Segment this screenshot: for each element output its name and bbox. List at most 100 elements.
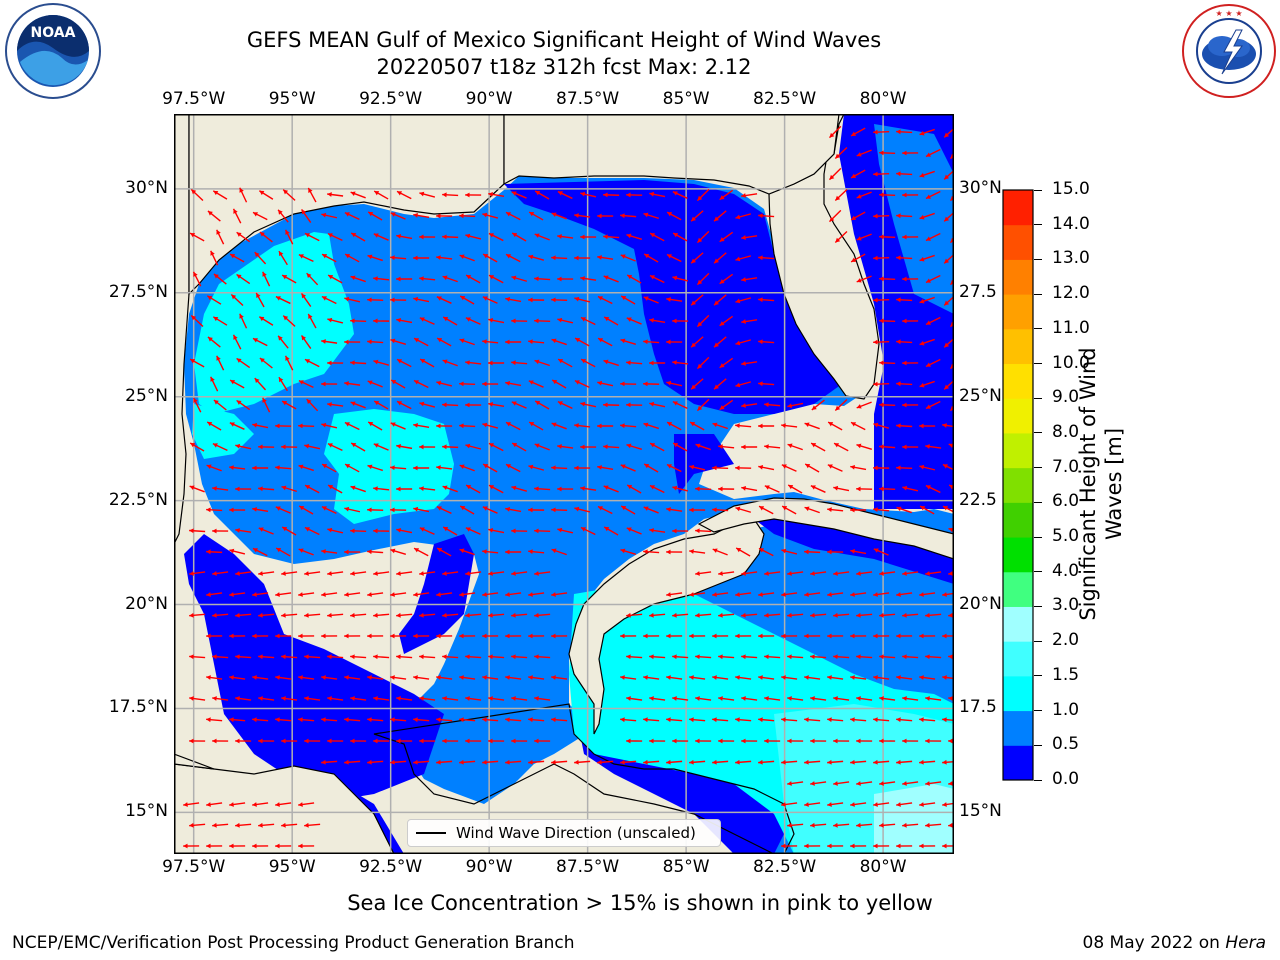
wave-direction-arrow [833,612,850,618]
wave-direction-arrow [804,633,821,639]
wave-direction-arrow [232,334,242,350]
wave-direction-arrow [396,654,413,660]
wave-direction-arrow [856,191,872,199]
wave-direction-arrow [327,274,343,284]
wave-direction-arrow [511,360,528,366]
wave-direction-arrow [442,612,459,618]
wave-direction-arrow [373,571,390,576]
wave-direction-arrow [258,612,275,618]
wave-direction-arrow [367,507,384,513]
wave-direction-arrow [396,527,413,534]
wave-direction-arrow [551,297,568,303]
wave-direction-arrow [597,255,614,260]
colorbar-tick-label: 11.0 [1052,317,1090,338]
wave-direction-arrow [741,235,758,240]
wave-direction-arrow [278,250,288,266]
wave-direction-arrow [643,759,660,765]
wave-direction-arrow [735,465,752,471]
wave-direction-arrow [413,255,430,261]
wave-direction-arrow [327,233,343,241]
wave-direction-arrow [212,654,229,660]
wave-direction-arrow [620,505,636,515]
wave-direction-arrow [557,486,574,492]
wave-direction-arrow [275,465,292,471]
wave-direction-arrow [528,717,545,723]
wave-direction-arrow [626,233,643,240]
latitude-tick-right: 22.5 [959,489,997,510]
wave-direction-arrow [735,547,751,557]
wave-direction-arrow [764,402,781,408]
wave-direction-arrow [321,381,338,387]
wave-direction-arrow [666,380,683,387]
wave-direction-arrow [649,612,666,618]
wave-direction-arrow [505,549,522,555]
colorbar [1002,189,1034,781]
wave-direction-arrow [327,654,344,660]
wave-direction-arrow [695,486,712,492]
wave-direction-arrow [695,696,712,701]
wave-direction-arrow [252,592,269,597]
wave-direction-arrow [690,378,704,390]
wave-direction-arrow [574,423,591,428]
wave-direction-arrow [718,486,735,492]
wave-direction-arrow [643,549,660,555]
wave-direction-arrow [298,505,314,515]
wave-direction-arrow [942,802,954,807]
wave-direction-arrow [465,484,481,494]
colorbar-tick-mark [1034,605,1042,607]
wave-direction-arrow [235,612,252,618]
wave-direction-arrow [713,210,727,222]
wave-direction-arrow [827,633,844,639]
colorbar-segment [1003,328,1033,365]
wave-direction-arrow [373,190,389,200]
wave-direction-arrow [277,335,289,349]
wave-direction-arrow [390,465,407,471]
wave-direction-arrow [252,717,269,723]
wave-direction-arrow [482,506,498,514]
wave-direction-arrow [718,444,735,450]
wave-direction-arrow [189,738,206,744]
wave-direction-arrow [689,675,706,680]
wave-direction-arrow [620,213,637,219]
wave-direction-arrow [850,759,867,765]
wave-direction-arrow [879,571,896,576]
wave-direction-arrow [787,484,803,494]
wave-direction-arrow [350,191,366,199]
wave-direction-arrow [856,654,873,660]
wave-direction-arrow [580,401,597,408]
wave-direction-arrow [465,192,482,198]
wave-direction-arrow [436,675,453,680]
wave-direction-arrow [277,209,289,223]
longitude-tick-bottom: 90°W [465,857,513,877]
wave-direction-arrow [367,380,383,388]
wave-direction-arrow [210,376,219,392]
longitude-tick-bottom: 85°W [662,857,710,877]
wave-direction-arrow [528,421,544,431]
wave-direction-arrow [574,296,591,303]
colorbar-segment [1003,432,1033,469]
wave-direction-arrow [948,571,954,576]
wave-direction-arrow [902,318,919,324]
wave-direction-arrow [190,315,204,327]
wave-direction-arrow [206,633,223,639]
wave-direction-arrow [528,592,545,597]
colorbar-label-line2: Waves [m] [1102,427,1126,541]
wave-direction-arrow [758,255,775,261]
wave-direction-arrow [390,379,406,389]
longitude-tick-bottom: 95°W [268,857,316,877]
wave-direction-arrow [459,675,476,680]
wave-direction-arrow [551,507,568,513]
wave-direction-arrow [719,399,734,411]
wave-direction-arrow [229,507,246,513]
wave-direction-arrow [183,802,200,807]
colorbar-tick-mark [1034,258,1042,260]
wave-direction-arrow [390,592,407,597]
wave-direction-arrow [528,633,545,639]
wave-direction-arrow [925,571,942,576]
map-title-line1: GEFS MEAN Gulf of Mexico Significant Hei… [246,28,882,52]
wave-direction-arrow [442,526,458,536]
wave-direction-arrow [390,633,407,639]
wave-direction-arrow [396,234,413,240]
wave-direction-arrow [344,339,361,345]
wave-direction-arrow [620,548,637,555]
